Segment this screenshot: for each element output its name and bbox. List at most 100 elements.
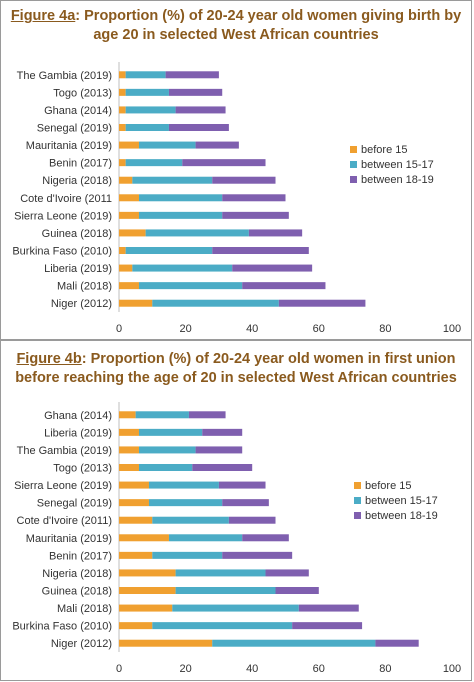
bar-segment xyxy=(188,411,226,419)
title-text: : Proportion (%) of 20-24 year old women… xyxy=(75,8,462,43)
category-label: Ghana (2014) xyxy=(44,410,112,422)
bar-segment xyxy=(119,569,176,577)
bar-segment xyxy=(222,194,286,202)
bar-segment xyxy=(212,247,309,254)
bar-segment xyxy=(119,428,139,436)
bar-segment xyxy=(138,282,243,290)
x-tick-label: 0 xyxy=(116,323,122,335)
bar-segment xyxy=(152,299,279,307)
figure-4a-chart: 0 20 40 60 80 100 The Gambia (2019) Togo (2013)… xyxy=(12,62,461,335)
bar-segment xyxy=(119,229,146,237)
bar-segment xyxy=(125,124,169,131)
x-tick-label: 40 xyxy=(246,663,258,675)
bar-segment xyxy=(138,141,196,149)
bar-segment xyxy=(119,71,126,79)
bar-segment xyxy=(232,264,313,272)
bar-segment xyxy=(138,211,223,219)
legend-swatch xyxy=(354,497,361,504)
bar-segment xyxy=(138,428,203,436)
bar-segment xyxy=(275,587,319,594)
bar-segment xyxy=(119,411,136,419)
x-tick-label: 60 xyxy=(313,663,325,675)
x-tick-label: 20 xyxy=(179,323,191,335)
legend-label: before 15 xyxy=(365,480,411,492)
bar-segment xyxy=(119,176,133,184)
bar-segment xyxy=(125,71,166,79)
bar-segment xyxy=(119,639,213,647)
category-label: The Gambia (2019) xyxy=(17,70,112,82)
bar-segment xyxy=(278,299,366,307)
bar-segment xyxy=(168,124,229,131)
bar-segment xyxy=(195,141,239,149)
x-tick-label: 40 xyxy=(246,323,258,335)
category-label: Cote d'Ivoire (2011 xyxy=(20,193,112,205)
bar-segment xyxy=(119,247,126,254)
bar-segment xyxy=(119,587,176,594)
category-label: Guinea (2018) xyxy=(42,586,112,598)
category-label: Cote d'Ivoire (2011) xyxy=(17,515,112,527)
bar-segment xyxy=(172,604,299,612)
category-label: Burkina Faso (2010) xyxy=(12,246,112,258)
legend-swatch xyxy=(350,176,357,183)
bar-segment xyxy=(175,569,266,577)
bar-segment xyxy=(119,282,139,290)
bar-segment xyxy=(138,464,193,471)
bar-segment xyxy=(119,88,126,96)
category-label: Senegal (2019) xyxy=(37,498,112,510)
bar-segment xyxy=(119,194,139,202)
category-label: Senegal (2019) xyxy=(37,123,112,135)
bar-segment xyxy=(119,446,139,454)
bar-segment xyxy=(148,499,223,507)
bar-segment xyxy=(165,71,219,79)
category-label: Liberia (2019) xyxy=(44,427,112,439)
bar-segment xyxy=(119,299,153,307)
x-tick-label: 0 xyxy=(116,663,122,675)
legend-swatch xyxy=(350,146,357,153)
bar-segment xyxy=(175,587,276,594)
category-label: Togo (2013) xyxy=(53,463,112,475)
bar-segment xyxy=(195,446,243,454)
bar-segment xyxy=(119,141,139,149)
bar-segment xyxy=(175,106,226,114)
bar-segment xyxy=(192,464,253,471)
x-tick-label: 100 xyxy=(443,663,461,675)
bar-segment xyxy=(125,88,169,96)
bar-segment xyxy=(119,211,139,219)
bar-segment xyxy=(212,639,376,647)
bar-segment xyxy=(182,159,266,167)
category-label: Mali (2018) xyxy=(57,281,112,293)
bar-segment xyxy=(152,622,293,630)
bar-segment xyxy=(119,604,173,612)
category-label: Togo (2013) xyxy=(53,87,112,99)
category-label: Liberia (2019) xyxy=(44,263,112,275)
figure-4b-panel: Figure 4b: Proportion (%) of 20-24 year … xyxy=(0,340,472,681)
x-tick-label: 80 xyxy=(379,323,391,335)
bar-segment xyxy=(168,88,223,96)
bar-segment xyxy=(119,481,149,489)
bar-segment xyxy=(228,516,276,524)
bar-segment xyxy=(132,176,213,184)
category-label: Sierra Leone (2019) xyxy=(14,210,112,222)
bar-segment xyxy=(125,159,183,167)
bar-segment xyxy=(119,106,126,114)
bar-segment xyxy=(148,481,219,489)
bar-segment xyxy=(125,247,213,254)
bar-segment xyxy=(119,264,133,272)
bar-segment xyxy=(222,551,293,559)
category-label: Sierra Leone (2019) xyxy=(14,480,112,492)
chart-title: Figure 4b: Proportion (%) of 20-24 year … xyxy=(1,350,471,388)
bar-segment xyxy=(119,516,153,524)
bar-segment xyxy=(242,534,289,542)
x-tick-label: 60 xyxy=(313,323,325,335)
bar-segment xyxy=(298,604,359,612)
bar-segment xyxy=(135,411,189,419)
x-tick-label: 100 xyxy=(443,323,461,335)
category-label: Mali (2018) xyxy=(57,603,112,615)
x-tick-label: 80 xyxy=(379,663,391,675)
chart-title: Figure 4a: Proportion (%) of 20-24 year … xyxy=(1,7,471,45)
bar-segment xyxy=(119,159,126,167)
category-label: Guinea (2018) xyxy=(42,228,112,240)
category-label: Burkina Faso (2010) xyxy=(12,621,112,633)
category-label: Niger (2012) xyxy=(51,298,112,310)
bar-segment xyxy=(145,229,249,237)
